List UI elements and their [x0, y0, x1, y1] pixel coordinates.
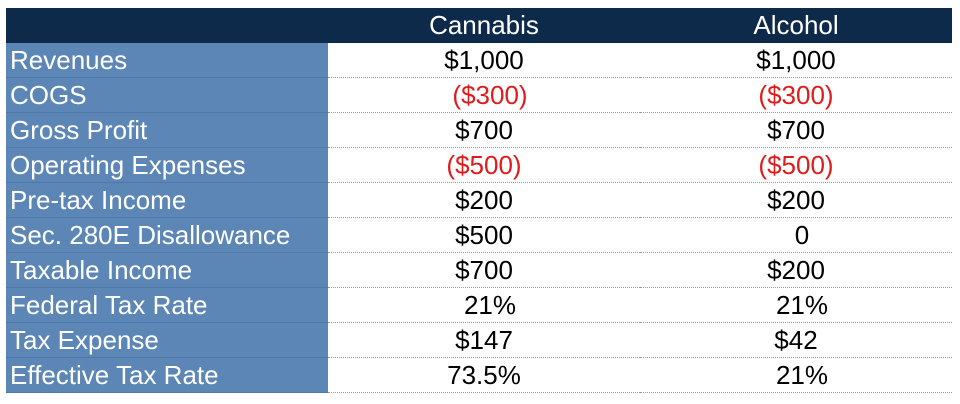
- table-row: Effective Tax Rate 73.5% 21%: [6, 357, 952, 393]
- cannabis-value: 73.5%: [328, 357, 640, 393]
- row-label: Revenues: [6, 43, 328, 78]
- tax-comparison-table: Cannabis Alcohol Revenues $1,000 $1,000 …: [6, 8, 952, 393]
- alcohol-value: $200: [640, 252, 952, 288]
- row-label: Gross Profit: [6, 112, 328, 148]
- alcohol-value: ($500): [640, 147, 952, 183]
- cannabis-value: ($300): [328, 77, 640, 113]
- table-row: Operating Expenses ($500) ($500): [6, 147, 952, 183]
- cannabis-value: $1,000: [328, 43, 640, 78]
- alcohol-value: ($300): [640, 77, 952, 113]
- row-label: Operating Expenses: [6, 147, 328, 183]
- table-row: Tax Expense $147 $42: [6, 322, 952, 358]
- row-label: Tax Expense: [6, 322, 328, 358]
- header-cannabis: Cannabis: [328, 8, 640, 43]
- row-label: Pre-tax Income: [6, 182, 328, 218]
- row-label: COGS: [6, 77, 328, 113]
- table-row: Federal Tax Rate 21% 21%: [6, 287, 952, 323]
- table-row: Sec. 280E Disallowance $500 0: [6, 217, 952, 253]
- alcohol-value: $1,000: [640, 43, 952, 78]
- table-row: Pre-tax Income $200 $200: [6, 182, 952, 218]
- cannabis-value: $700: [328, 252, 640, 288]
- table-row: Taxable Income $700 $200: [6, 252, 952, 288]
- table-row: Revenues $1,000 $1,000: [6, 43, 952, 78]
- header-blank-cell: [6, 8, 328, 43]
- cannabis-value: ($500): [328, 147, 640, 183]
- row-label: Taxable Income: [6, 252, 328, 288]
- cannabis-value: $200: [328, 182, 640, 218]
- row-label: Effective Tax Rate: [6, 357, 328, 393]
- cannabis-value: 21%: [328, 287, 640, 323]
- row-label: Sec. 280E Disallowance: [6, 217, 328, 253]
- alcohol-value: $42: [640, 322, 952, 358]
- alcohol-value: 21%: [640, 357, 952, 393]
- cannabis-value: $700: [328, 112, 640, 148]
- table-row: COGS ($300) ($300): [6, 77, 952, 113]
- alcohol-value: $200: [640, 182, 952, 218]
- cannabis-value: $147: [328, 322, 640, 358]
- row-label: Federal Tax Rate: [6, 287, 328, 323]
- header-alcohol: Alcohol: [640, 8, 952, 43]
- alcohol-value: 0: [640, 217, 952, 253]
- alcohol-value: $700: [640, 112, 952, 148]
- cannabis-value: $500: [328, 217, 640, 253]
- header-row: Cannabis Alcohol: [6, 8, 952, 43]
- table-row: Gross Profit $700 $700: [6, 112, 952, 148]
- alcohol-value: 21%: [640, 287, 952, 323]
